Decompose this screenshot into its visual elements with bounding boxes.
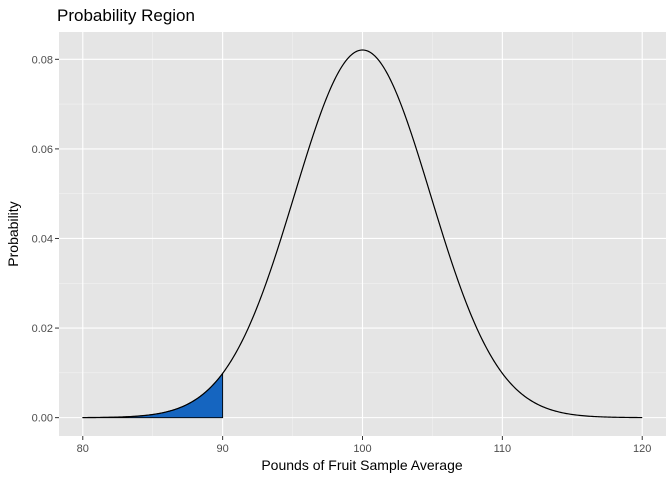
x-tick-label: 80 — [77, 443, 89, 455]
y-axis-label: Probability — [5, 201, 21, 266]
y-tick-label: 0.02 — [32, 323, 53, 335]
chart-title: Probability Region — [57, 6, 195, 25]
y-tick-label: 0.06 — [32, 144, 53, 156]
x-tick-label: 90 — [217, 443, 229, 455]
x-axis-label: Pounds of Fruit Sample Average — [261, 457, 463, 473]
major-gridlines — [59, 32, 666, 436]
y-tick-label: 0.08 — [32, 54, 53, 66]
y-tick-label: 0.00 — [32, 413, 53, 425]
y-tick-label: 0.04 — [32, 233, 53, 245]
x-tick-label: 120 — [633, 443, 651, 455]
y-axis-ticks: 0.00 0.02 0.04 0.06 0.08 — [32, 54, 59, 425]
x-axis-ticks: 80 90 100 110 120 — [77, 436, 651, 455]
x-tick-label: 110 — [494, 443, 512, 455]
density-curve — [82, 49, 643, 419]
x-tick-label: 100 — [353, 443, 371, 455]
